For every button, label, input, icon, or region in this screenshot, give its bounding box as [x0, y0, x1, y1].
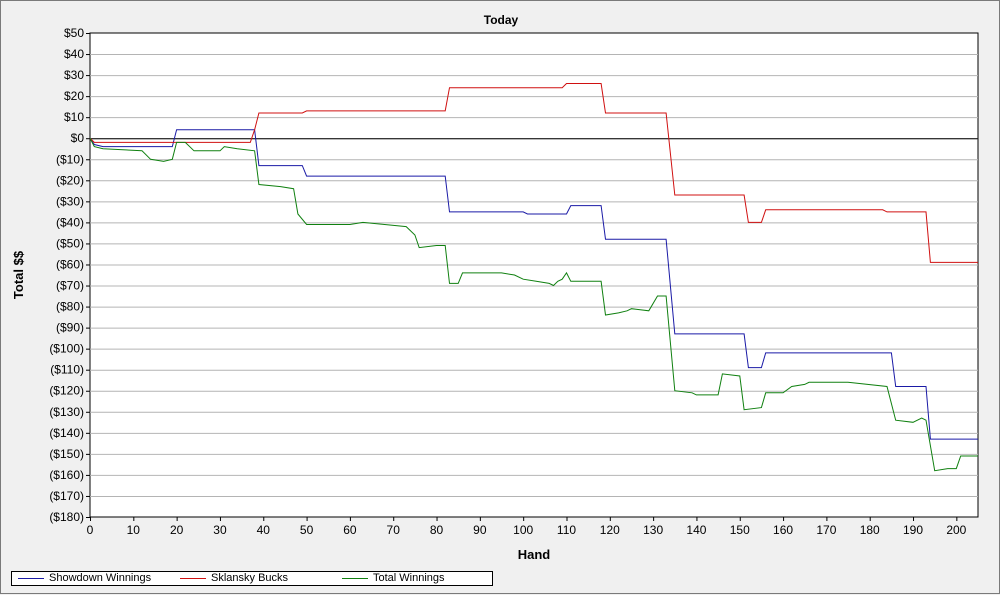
x-tick-label: 40 [257, 523, 271, 537]
y-tick-label: ($30) [56, 194, 84, 208]
y-axis-title: Total $$ [11, 250, 26, 299]
y-tick-label: ($140) [49, 426, 84, 440]
legend: Showdown Winnings Sklansky Bucks Total W… [11, 571, 493, 586]
y-tick-label: ($130) [49, 405, 84, 419]
x-tick-label: 150 [730, 523, 750, 537]
series-lines [89, 83, 978, 472]
x-tick-label: 70 [387, 523, 401, 537]
x-tick-label: 110 [557, 523, 576, 537]
x-tick-label: 20 [170, 523, 184, 537]
x-tick-label: 90 [473, 523, 487, 537]
series-line-total-winnings [89, 137, 978, 472]
y-tick-label: ($50) [56, 236, 84, 250]
y-tick-label: $0 [71, 131, 85, 145]
x-tick-label: 30 [213, 523, 227, 537]
x-tick-label: 140 [686, 523, 706, 537]
x-tick-label: 180 [860, 523, 880, 537]
x-tick-label: 190 [903, 523, 923, 537]
y-tick-label: $50 [64, 26, 84, 40]
legend-swatch [18, 578, 44, 579]
y-tick-label: ($100) [49, 342, 84, 356]
legend-swatch [342, 578, 368, 579]
y-tick-label: $30 [64, 68, 84, 82]
y-tick-label: ($70) [56, 279, 84, 293]
x-tick-label: 10 [127, 523, 141, 537]
x-tick-label: 200 [946, 523, 966, 537]
x-tick-label: 160 [773, 523, 793, 537]
y-tick-label: ($170) [49, 489, 84, 503]
legend-label: Showdown Winnings [49, 572, 152, 584]
series-line-sklansky-bucks [89, 83, 978, 263]
x-axis-title: Hand [518, 547, 551, 562]
x-tick-label: 0 [87, 523, 94, 537]
chart-title: Today [484, 13, 519, 27]
y-tick-label: ($20) [56, 173, 84, 187]
x-tick-label: 130 [643, 523, 663, 537]
x-tick-label: 170 [816, 523, 836, 537]
x-tick-label: 80 [430, 523, 444, 537]
y-tick-label: ($180) [49, 510, 84, 524]
y-tick-label: ($90) [56, 321, 84, 335]
legend-label: Sklansky Bucks [211, 572, 289, 584]
y-tick-label: ($120) [49, 384, 84, 398]
grid-lines [90, 54, 978, 497]
series-line-showdown-winnings [89, 129, 978, 440]
plot-area [89, 32, 979, 518]
x-axis-ticks: 0 10 20 30 40 50 60 70 80 90 100 110 120 130 140 150 160… [87, 517, 967, 537]
y-tick-label: $10 [64, 110, 84, 124]
y-tick-label: $20 [64, 89, 84, 103]
y-tick-label: ($10) [56, 152, 84, 166]
y-tick-label: ($40) [56, 215, 84, 229]
y-tick-label: ($110) [50, 363, 84, 377]
x-tick-label: 60 [343, 523, 357, 537]
y-tick-label: ($150) [49, 447, 84, 461]
legend-label: Total Winnings [373, 572, 445, 584]
x-tick-label: 50 [300, 523, 314, 537]
x-tick-label: 100 [513, 523, 533, 537]
y-axis-ticks: $50 $40 $30 $20 $10 $0 ($10) ($20) ($30) ($40) ($5… [49, 26, 90, 524]
legend-swatch [180, 578, 206, 579]
y-tick-label: ($80) [56, 300, 84, 314]
y-tick-label: $40 [64, 47, 84, 61]
x-tick-label: 120 [600, 523, 620, 537]
y-tick-label: ($60) [56, 257, 84, 271]
y-tick-label: ($160) [49, 468, 84, 482]
